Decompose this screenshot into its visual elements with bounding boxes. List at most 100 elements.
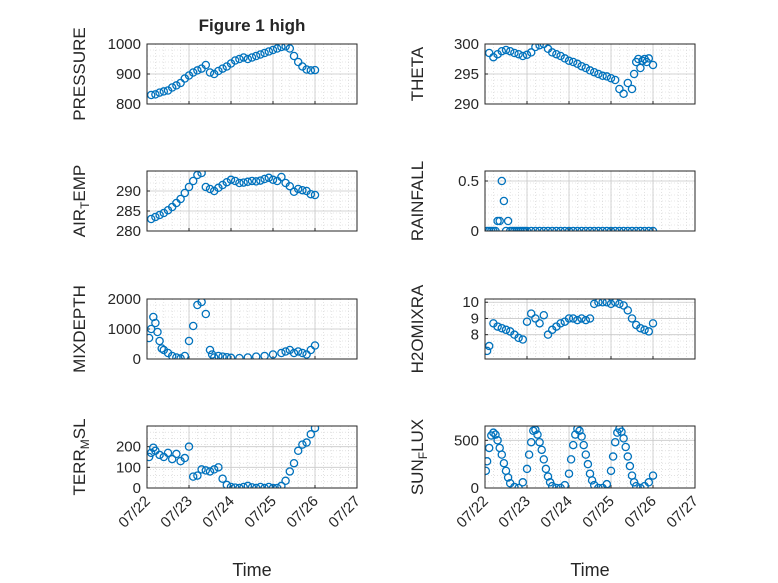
data-point <box>535 319 544 328</box>
data-point <box>277 481 286 488</box>
data-series <box>147 299 320 359</box>
data-point <box>619 434 628 443</box>
data-point <box>602 72 612 81</box>
data-point <box>310 341 320 350</box>
y-axis-label: RAINFALL <box>408 161 427 241</box>
data-point <box>172 449 181 459</box>
data-point <box>579 440 588 450</box>
data-point <box>188 472 198 481</box>
data-point <box>214 66 223 76</box>
y-axis-label: TERRMSL <box>70 418 92 495</box>
data-point <box>155 88 164 97</box>
data-point <box>230 176 240 186</box>
figure-title: Figure 1 high <box>199 16 306 35</box>
data-point <box>625 461 635 471</box>
data-point <box>552 49 561 59</box>
data-series <box>485 299 658 356</box>
x-tick-label: 07/27 <box>325 493 364 532</box>
data-point <box>176 78 185 88</box>
data-point <box>499 458 509 468</box>
subplot-terr-msl: 0 100 200 07/22 07/23 07/24 07/25 07/26 07/27 Tim… <box>70 418 364 580</box>
x-tick-label: 07/22 <box>115 493 154 532</box>
y-tick-label: 2000 <box>108 291 141 308</box>
data-point <box>251 352 261 359</box>
data-point <box>495 216 504 226</box>
data-point <box>281 347 290 356</box>
data-point <box>151 212 160 222</box>
data-point <box>533 430 542 439</box>
data-point <box>606 73 616 83</box>
data-point <box>302 350 311 359</box>
data-point <box>264 173 274 183</box>
data-point <box>485 346 492 356</box>
data-point <box>159 87 169 96</box>
data-point <box>539 455 549 464</box>
data-point <box>293 347 303 356</box>
data-point <box>514 333 523 343</box>
data-point <box>526 437 536 447</box>
y-axis-label: MIXDEPTH <box>70 285 89 373</box>
data-point <box>184 182 194 192</box>
data-point <box>640 325 649 335</box>
data-point <box>497 450 507 459</box>
data-point <box>209 465 219 474</box>
data-point <box>205 467 215 476</box>
data-point <box>285 44 295 53</box>
data-point <box>585 314 595 323</box>
data-point <box>547 481 557 488</box>
data-point <box>522 317 532 326</box>
data-point <box>306 430 316 439</box>
data-point <box>226 482 236 488</box>
y-tick-label: 1000 <box>108 36 141 53</box>
data-point <box>277 172 286 182</box>
data-point <box>631 481 641 488</box>
x-tick-label: 07/25 <box>241 493 280 532</box>
data-point <box>577 432 586 441</box>
data-point <box>247 53 257 62</box>
data-point <box>598 71 607 81</box>
x-tick-label: 07/26 <box>283 493 322 532</box>
data-point <box>153 327 162 337</box>
data-point <box>537 445 546 455</box>
data-point <box>497 46 507 56</box>
data-point <box>501 45 511 55</box>
data-point <box>556 51 565 61</box>
data-point <box>268 175 278 185</box>
y-axis-label: AIRTEMP <box>70 165 92 238</box>
data-point <box>610 75 620 85</box>
data-point <box>247 176 257 186</box>
data-point <box>623 78 633 88</box>
data-point <box>587 476 597 485</box>
data-point <box>566 455 576 464</box>
x-tick-label: 07/22 <box>453 493 492 532</box>
data-point <box>239 482 248 488</box>
data-point <box>623 306 633 315</box>
data-point <box>264 47 274 56</box>
data-point <box>589 299 599 309</box>
y-axis-label: PRESSURE <box>70 27 89 121</box>
data-point <box>197 171 206 178</box>
data-point <box>180 351 190 359</box>
data-point <box>573 59 582 69</box>
data-point <box>518 51 528 61</box>
data-point <box>564 469 574 478</box>
data-point <box>636 323 645 333</box>
subplot-air-temp: 280 285 290 AIRTEMP <box>70 165 358 240</box>
subplot-mixdepth: 0 1000 2000 MIXDEPTH <box>70 285 358 373</box>
data-point <box>497 323 507 333</box>
data-point <box>501 325 511 335</box>
y-tick-label: 800 <box>116 96 141 113</box>
data-point <box>285 467 295 476</box>
x-tick-label: 07/24 <box>199 493 238 532</box>
data-point <box>201 182 211 192</box>
data-point <box>298 185 307 195</box>
subplot-rainfall: 0 0.5 RAINFALL <box>408 161 696 241</box>
data-point <box>615 299 624 309</box>
y-tick-label: 285 <box>116 203 141 220</box>
y-axis-label: H2OMIXRA <box>408 284 427 373</box>
data-point <box>306 189 316 199</box>
axes-box <box>146 43 358 105</box>
data-point <box>298 348 307 358</box>
